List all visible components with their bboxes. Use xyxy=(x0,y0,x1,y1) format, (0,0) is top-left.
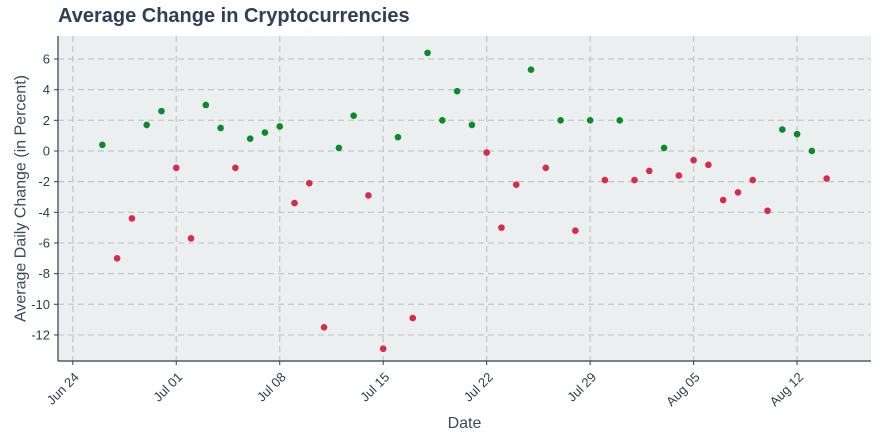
y-tick-label: 2 xyxy=(43,113,50,128)
data-point xyxy=(631,176,638,184)
x-tick-label: Jul 22 xyxy=(461,369,496,404)
x-tick-label: Aug 12 xyxy=(766,369,806,409)
data-point xyxy=(113,254,121,262)
data-point xyxy=(379,345,387,353)
data-point xyxy=(246,135,254,143)
data-point xyxy=(483,149,490,156)
data-point xyxy=(572,227,579,234)
data-point xyxy=(158,107,165,115)
y-tick-label: -8 xyxy=(38,266,50,281)
data-point xyxy=(439,117,446,124)
y-tick-label: -12 xyxy=(31,327,50,342)
data-point xyxy=(172,164,180,172)
data-point xyxy=(468,121,476,129)
y-axis-ticks: 6 4 2 0 -2 -4 -6 -8 -10 -12 xyxy=(31,51,58,342)
y-tick-label: 4 xyxy=(43,82,50,97)
plot-background xyxy=(58,36,871,361)
data-point xyxy=(498,224,505,231)
data-point xyxy=(335,144,343,152)
data-point xyxy=(616,117,624,124)
data-point xyxy=(99,141,106,149)
y-tick-label: 0 xyxy=(43,143,50,158)
data-point xyxy=(305,179,313,187)
data-point xyxy=(557,117,564,124)
y-axis-title: Average Daily Change (in Percent) xyxy=(13,75,30,322)
data-point xyxy=(512,181,520,189)
axes xyxy=(57,36,871,362)
x-tick-label: Jul 01 xyxy=(150,369,185,404)
data-point xyxy=(705,161,712,169)
data-point xyxy=(764,207,771,215)
y-tick-label: -4 xyxy=(38,205,50,220)
data-point xyxy=(128,215,136,222)
data-point xyxy=(734,189,742,196)
data-point xyxy=(690,156,697,164)
x-tick-label: Jul 15 xyxy=(357,369,392,404)
x-tick-label: Aug 05 xyxy=(663,369,703,409)
x-tick-label: Jun 24 xyxy=(44,369,82,407)
data-point xyxy=(143,121,150,129)
data-point xyxy=(217,124,224,132)
data-point xyxy=(276,123,284,130)
chart-title: Average Change in Cryptocurrencies xyxy=(58,5,410,27)
data-point xyxy=(660,144,668,152)
x-tick-label: Jul 08 xyxy=(254,369,289,404)
data-point xyxy=(601,176,609,184)
data-point xyxy=(779,126,786,133)
data-point xyxy=(675,172,683,179)
data-point xyxy=(542,164,550,172)
data-point xyxy=(586,117,594,124)
y-tick-label: -6 xyxy=(38,235,50,250)
data-points xyxy=(99,49,830,353)
data-point xyxy=(793,130,801,138)
y-tick-label: 6 xyxy=(43,51,50,66)
data-point xyxy=(527,66,535,74)
data-point xyxy=(645,167,653,175)
y-tick-label: -10 xyxy=(31,297,50,312)
data-point xyxy=(719,196,727,204)
data-point xyxy=(749,176,757,184)
data-point xyxy=(409,314,417,322)
data-point xyxy=(823,175,830,182)
data-point xyxy=(424,49,431,57)
data-point xyxy=(365,192,372,199)
data-point xyxy=(350,112,357,120)
x-axis-title: Date xyxy=(448,415,482,432)
x-tick-label: Jul 29 xyxy=(564,369,599,404)
data-point xyxy=(320,323,328,331)
data-point xyxy=(187,235,195,242)
data-point xyxy=(453,87,461,95)
data-point xyxy=(232,164,239,172)
x-axis-ticks: Jun 24 Jul 01 Jul 08 Jul 15 Jul 22 Jul 29 Aug … xyxy=(44,361,806,409)
data-point xyxy=(291,199,298,207)
data-point xyxy=(394,133,402,141)
grid-lines xyxy=(58,36,871,361)
data-point xyxy=(202,101,210,109)
data-point xyxy=(808,147,816,155)
data-point xyxy=(261,129,269,136)
y-tick-label: -2 xyxy=(38,174,50,189)
